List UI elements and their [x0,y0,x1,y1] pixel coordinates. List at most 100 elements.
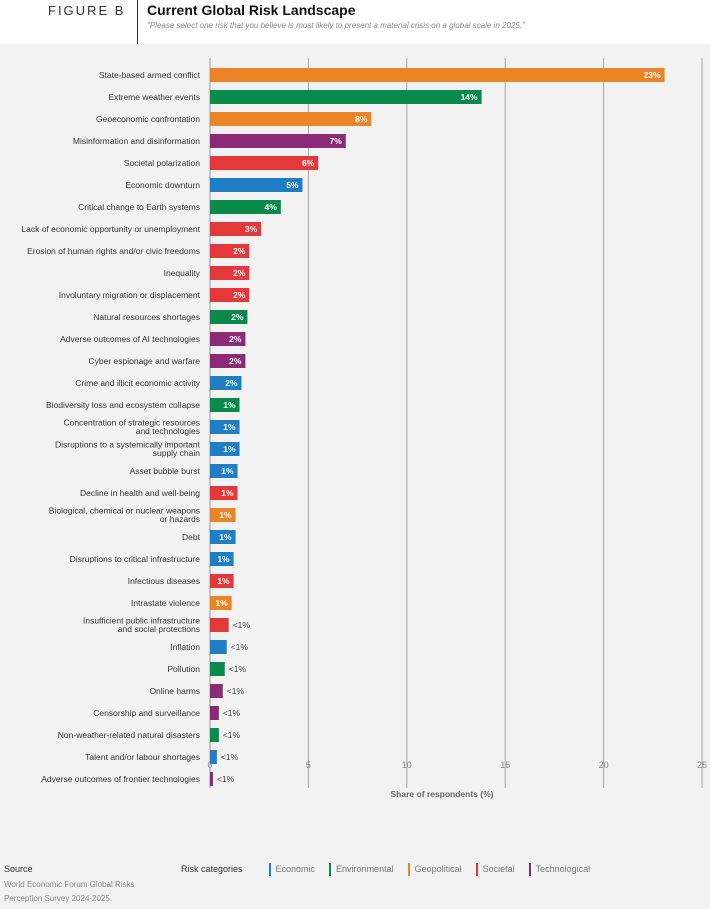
bar-value-label: 14% [461,92,478,102]
category-label-line: Insufficient public infrastructure [83,616,200,626]
bar-value-label: <1% [233,620,251,630]
legend-item-geopolitical: Geopolitical [407,862,462,876]
bar-value-label: 2% [233,268,246,278]
bar-value-label: 4% [265,202,278,212]
category-label: Inequality [164,268,201,278]
legend-item-economic: Economic [268,862,315,876]
category-label-line: Disruptions to a systemically important [55,440,201,450]
bar [210,662,225,676]
bar-value-label: 2% [229,334,242,344]
category-label: Talent and/or labour shortages [85,752,200,762]
bar [210,178,303,192]
bar [210,596,232,610]
bar [210,200,281,214]
bar [210,486,238,500]
bar-value-label: 8% [355,114,368,124]
bar-value-label: 2% [233,290,246,300]
category-label: Asset bubble burst [130,466,201,476]
category-label: Adverse outcomes of AI technologies [60,334,200,344]
bar-value-label: 1% [215,598,228,608]
bar-value-label: <1% [231,642,249,652]
category-label: Infectious diseases [128,576,200,586]
bar [210,574,234,588]
x-tick-label: 5 [306,760,311,770]
bar-value-label: <1% [223,708,241,718]
category-label: Erosion of human rights and/or civic fre… [27,246,200,256]
bar-value-label: <1% [229,664,247,674]
legend-swatch [528,862,531,876]
category-label: Societal polarization [124,158,200,168]
category-label: Biological, chemical or nuclear weapons o… [49,506,200,525]
category-label: Involuntary migration or displacement [59,290,201,300]
bar [210,464,238,478]
bar-value-label: <1% [217,774,235,784]
category-label: Extreme weather events [108,92,200,102]
bar-value-label: 1% [217,554,230,564]
source-title: Source [4,864,33,874]
bar-chart: 0 5 10 15 20 25 Share of respondents (%) State-… [21,58,707,799]
legend-label: Societal [482,864,515,874]
category-label: Insufficient public infrastructure and so… [83,616,200,635]
bar-value-label: 1% [223,400,236,410]
bar [210,134,346,148]
bar-value-label: 1% [221,466,234,476]
legend-swatch [407,862,410,876]
bar [210,750,217,764]
bar [210,288,250,302]
category-label: Intrastate violence [131,598,200,608]
x-tick-label: 10 [402,760,412,770]
chart-title: Current Global Risk Landscape [147,2,356,18]
x-axis-label: Share of respondents (%) [391,789,494,799]
category-label: Economic downturn [125,180,200,190]
bar [210,376,242,390]
category-label: Geoeconomic confrontation [96,114,200,124]
legend-label: Geopolitical [414,864,462,874]
bar-value-label: <1% [221,752,239,762]
bar-value-label: <1% [227,686,245,696]
x-tick-label: 0 [207,760,212,770]
bar-value-label: 1% [223,422,236,432]
bar-value-label: 5% [286,180,299,190]
legend: Risk categories Economic Environmental G… [181,862,604,876]
category-label: Non-weather-related natural disasters [58,730,200,740]
legend-item-societal: Societal [475,862,515,876]
bar [210,266,250,280]
category-label: Online harms [149,686,200,696]
bar-value-label: 2% [225,378,238,388]
bar-value-label: 3% [245,224,258,234]
category-label-line: supply chain [153,448,201,458]
legend-swatch [268,862,271,876]
category-label: Pollution [167,664,200,674]
bar [210,508,236,522]
figure-label: FIGURE B [48,3,126,18]
legend-item-environmental: Environmental [329,862,394,876]
bar [210,90,482,104]
legend-label: Technological [535,864,591,874]
bar [210,310,248,324]
header-divider [137,0,138,44]
bar [210,398,240,412]
source-text: World Economic Forum Global Risks Percep… [4,880,135,903]
category-label-line: or hazards [160,514,200,524]
x-tick-label: 20 [599,760,609,770]
category-label-line: and technologies [136,426,200,436]
bar [210,222,262,236]
category-label-line: and social protections [118,624,200,634]
category-label: Adverse outcomes of frontier technologie… [41,774,200,784]
bar [210,728,219,742]
bar-value-label: 2% [229,356,242,366]
category-label-line: Concentration of strategic resources [63,418,200,428]
bar-value-label: 23% [644,70,661,80]
bar [210,244,250,258]
category-label: Biodiversity loss and ecosystem collapse [46,400,200,410]
bar-value-label: 2% [233,246,246,256]
bar-value-label: 1% [221,488,234,498]
legend-swatch [329,862,332,876]
bar-value-label: 1% [219,510,232,520]
bar-value-label: 7% [329,136,342,146]
bar [210,772,213,786]
bar [210,332,246,346]
bar [210,420,240,434]
legend-title: Risk categories [181,864,243,874]
category-label: Crime and illicit economic activity [75,378,200,388]
